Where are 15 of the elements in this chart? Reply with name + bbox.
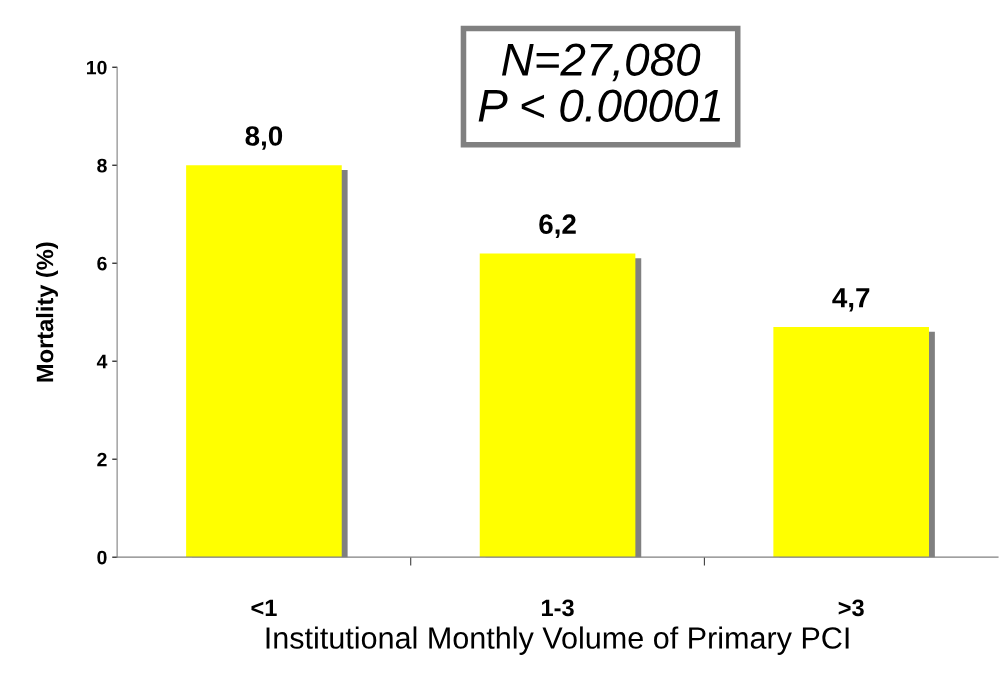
data-label: 6,2 <box>539 214 576 239</box>
y-tick-label: 6 <box>97 256 107 271</box>
y-tick-label: 10 <box>86 60 107 75</box>
x-tick-label: >3 <box>838 599 864 617</box>
data-label: 4,7 <box>832 288 870 312</box>
y-tick-label: 4 <box>96 354 108 369</box>
x-axis-title: Institutional Monthly Volume of Primary PCI <box>266 626 849 655</box>
x-tick-label: 1-3 <box>541 599 574 617</box>
data-label: 8,0 <box>245 126 283 150</box>
y-tick-label: 2 <box>97 452 107 467</box>
y-axis-title: Mortality (%) <box>35 242 58 382</box>
y-tick-label: 8 <box>97 158 107 173</box>
annotation: N=27,080 P < 0.00001 <box>478 43 721 122</box>
x-tick-label: <1 <box>251 599 277 616</box>
y-tick-label: 0 <box>97 550 107 565</box>
